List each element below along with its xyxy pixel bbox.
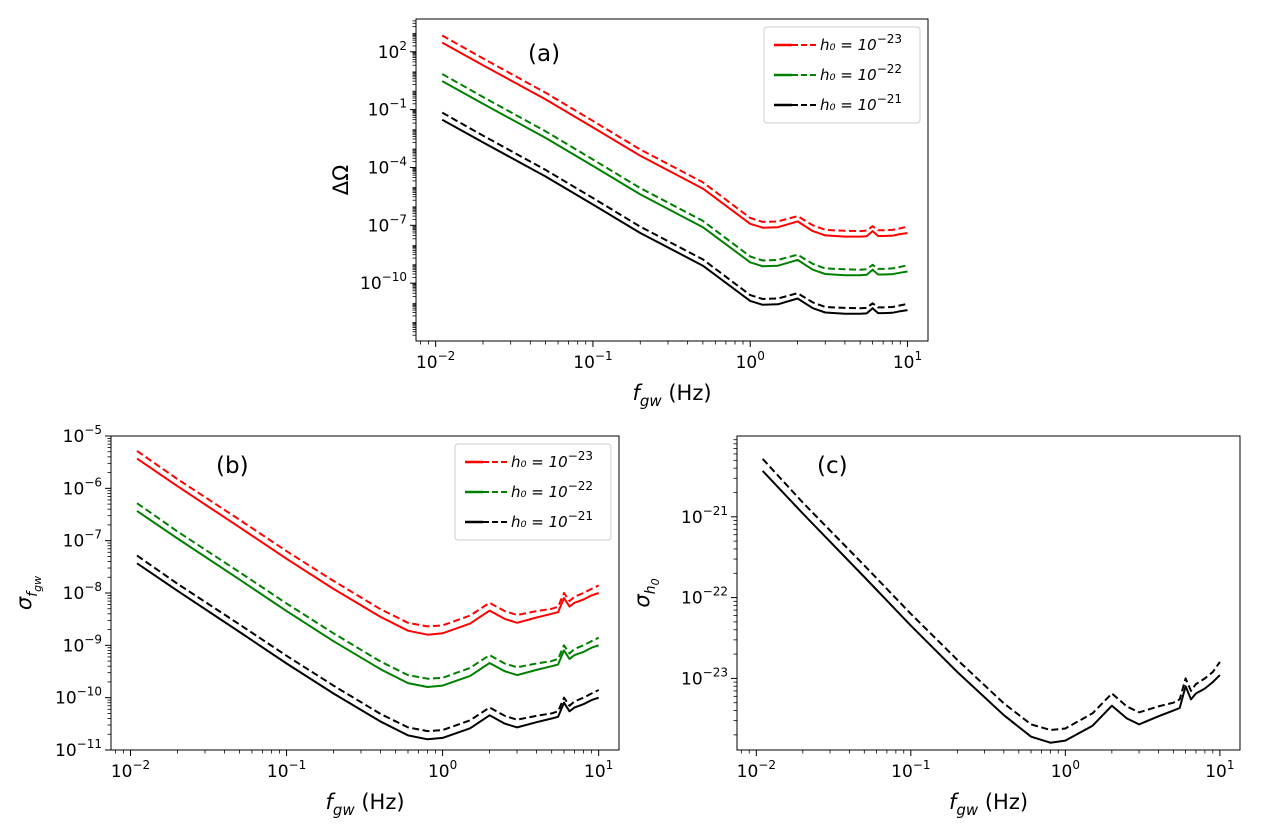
x-tick-label: 100 [428, 758, 457, 782]
series-line-1 [136, 457, 600, 636]
y-axis-label: ΔΩ [329, 165, 353, 195]
panel-label: (c) [817, 453, 848, 479]
y-tick-label: 10−11 [55, 737, 102, 761]
series-line-3 [441, 80, 908, 277]
x-tick-label: 10−1 [573, 349, 612, 373]
x-tick-label: 100 [1051, 758, 1080, 782]
legend: h₀ = 10−23 h₀ = 10−22 h₀ = 10−21 [763, 26, 921, 124]
plot-frame [110, 435, 620, 751]
x-tick-label: 101 [584, 758, 613, 782]
series-line-5 [136, 562, 600, 741]
chart-panel-b: 10−2 10−1 100 101 10−5 10−6 10−7 10−8 10−9 10−10 1… [12, 423, 620, 819]
series-line-1 [441, 41, 908, 238]
y-tick-label: 10−4 [368, 154, 407, 178]
series-line-4 [441, 73, 908, 271]
y-tick-label: 10−9 [63, 632, 102, 656]
series-line-1 [761, 470, 1221, 744]
x-tick-label: 10−1 [891, 758, 930, 782]
y-tick-label: 10−10 [360, 270, 407, 294]
legend-box [454, 443, 612, 541]
x-tick-label: 10−2 [111, 758, 150, 782]
x-axis-label: fgw (Hz) [632, 381, 711, 410]
y-axis-label: σh0 [630, 578, 662, 607]
y-axis-label: σfgw [12, 576, 44, 610]
series-line-2 [761, 458, 1221, 731]
y-tick-label: 10−8 [63, 580, 102, 604]
y-tick-label: 102 [378, 39, 407, 63]
series-line-2 [441, 34, 908, 233]
series-line-3 [136, 510, 600, 688]
plot-frame [415, 18, 929, 342]
y-tick-label: 10−7 [368, 212, 407, 236]
legend-label: h₀ = 10−23 [511, 449, 593, 471]
panel-label: (b) [216, 453, 249, 479]
y-tick-label: 10−21 [681, 504, 728, 528]
y-tick-label: 10−5 [63, 423, 102, 447]
x-tick-label: 101 [1205, 758, 1234, 782]
series-line-6 [136, 554, 600, 733]
chart-panel-a: 10−2 10−1 100 101 102 10−1 10−4 10−7 10−10 (a) fgw… [329, 18, 929, 410]
y-tick-label: 10−22 [681, 585, 728, 609]
x-tick-label: 10−2 [737, 758, 776, 782]
plot-frame [736, 435, 1241, 751]
legend-label: h₀ = 10−21 [820, 92, 902, 114]
x-tick-label: 101 [893, 349, 922, 373]
legend: h₀ = 10−23 h₀ = 10−22 h₀ = 10−21 [454, 443, 612, 541]
x-tick-label: 10−1 [267, 758, 306, 782]
y-tick-label: 10−1 [368, 97, 407, 121]
x-axis-label: fgw (Hz) [949, 790, 1028, 819]
panel-label: (a) [528, 41, 560, 67]
series-line-4 [136, 502, 600, 680]
y-tick-label: 10−6 [63, 475, 102, 499]
legend-box [763, 26, 921, 124]
legend-label: h₀ = 10−21 [511, 509, 593, 531]
chart-panel-c: 10−2 10−1 100 101 10−21 10−22 10−23 (c) fgw (Hz)… [630, 435, 1241, 819]
x-tick-label: 100 [736, 349, 765, 373]
legend-label: h₀ = 10−23 [820, 32, 902, 54]
legend-label: h₀ = 10−22 [511, 479, 593, 501]
y-tick-label: 10−23 [681, 665, 728, 689]
series-line-5 [441, 118, 908, 315]
legend-label: h₀ = 10−22 [820, 62, 902, 84]
y-tick-label: 10−10 [55, 685, 102, 709]
series-line-6 [441, 111, 908, 310]
x-axis-label: fgw (Hz) [325, 790, 404, 819]
x-tick-label: 10−2 [416, 349, 455, 373]
series-line-2 [136, 450, 600, 628]
y-tick-label: 10−7 [63, 528, 102, 552]
